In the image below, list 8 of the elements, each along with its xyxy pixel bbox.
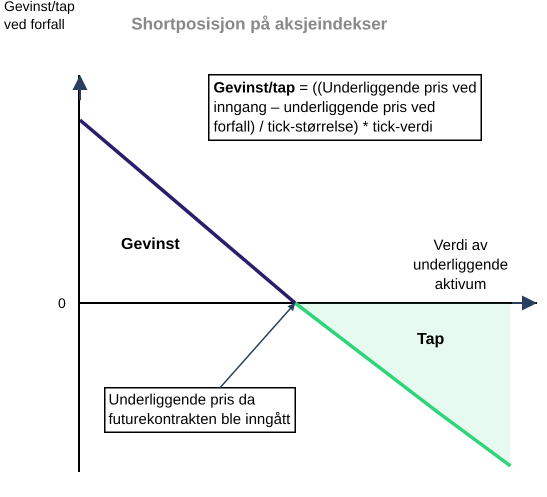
annotation: Gevinst — [121, 236, 180, 253]
x-axis-title: Verdi av underliggende aktivum — [413, 237, 508, 293]
annotation: Gevinst/tap = ((Underliggende pris ved inngang – underliggende pris ved forfall) / tick-størrelse) * tick-verdi — [214, 80, 477, 136]
text: 0 — [58, 295, 66, 311]
chart-title: Shortposisjon på aksjeindekser — [131, 14, 388, 34]
text: Gevinst/tap ved forfall — [4, 0, 76, 32]
annotation: Tap — [417, 331, 444, 348]
annotation: Underliggende pris da futurekontrakten ble inngått — [108, 392, 292, 428]
